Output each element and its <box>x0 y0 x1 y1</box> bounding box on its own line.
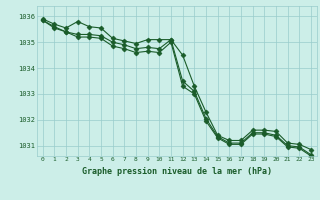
X-axis label: Graphe pression niveau de la mer (hPa): Graphe pression niveau de la mer (hPa) <box>82 167 272 176</box>
